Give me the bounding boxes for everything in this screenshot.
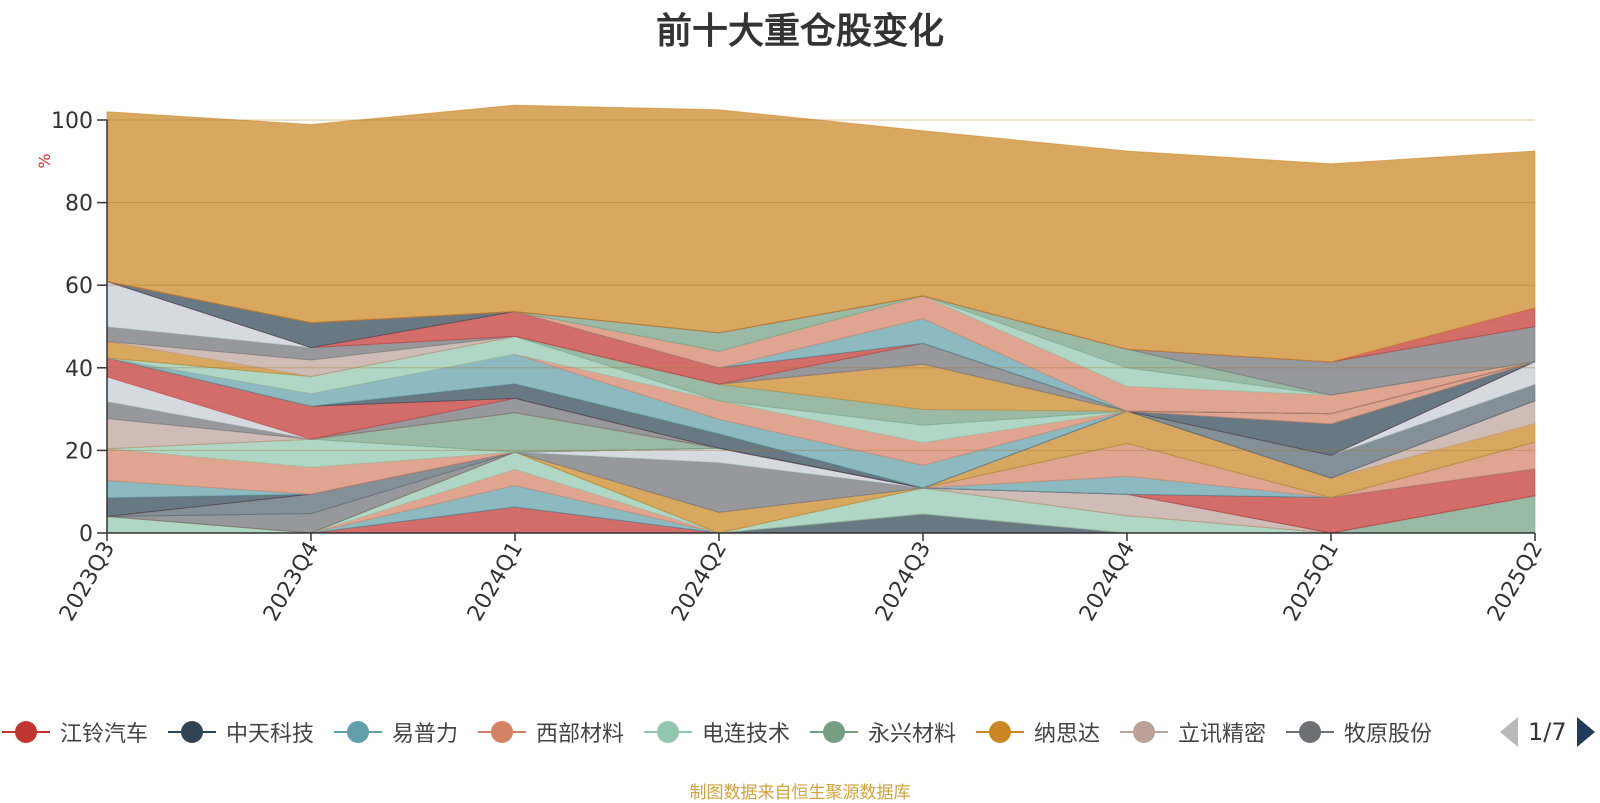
y-tick-label: 0: [79, 522, 93, 547]
legend-item-label: 西部材料: [536, 722, 625, 747]
legend-pager: 1/7: [1500, 712, 1595, 752]
x-tick-label: 2024Q2: [667, 538, 732, 626]
legend-item[interactable]: 电连技术: [642, 712, 790, 752]
x-tick-label: 2023Q3: [55, 538, 120, 626]
x-tick-label: 2024Q3: [871, 538, 936, 626]
legend-items: 江铃汽车 中天科技 易普力 西部材料 电连技术 永兴材料 纳思达 立讯精密 牧原股份: [0, 712, 1480, 752]
legend-item[interactable]: 江铃汽车: [0, 712, 148, 752]
legend-marker-icon: [2, 721, 50, 743]
stacked-area-chart: 0 20 40 60 80 100% 2023Q3 2023Q4 2024Q1 2024Q2 202…: [35, 104, 1548, 626]
legend-marker-icon: [168, 721, 216, 743]
legend-item-label: 江铃汽车: [60, 722, 149, 747]
y-tick-label: 80: [65, 192, 93, 217]
legend-item[interactable]: 立讯精密: [1118, 712, 1266, 752]
legend-marker-icon: [644, 721, 692, 743]
x-tick-label: 2024Q4: [1075, 538, 1140, 626]
legend-marker-icon: [810, 721, 858, 743]
y-tick-label: 60: [65, 274, 93, 299]
chart-title: 前十大重仓股变化: [655, 11, 944, 52]
legend-marker-icon: [334, 721, 382, 743]
data-source-note: 制图数据来自恒生聚源数据库: [689, 783, 911, 803]
legend-item[interactable]: 中天科技: [166, 712, 314, 752]
legend-item-label: 牧原股份: [1344, 722, 1433, 747]
legend-item[interactable]: 牧原股份: [1284, 712, 1432, 752]
area-series-42: [106, 104, 1536, 363]
y-axis-label: %: [35, 153, 54, 168]
legend-item-label: 永兴材料: [868, 722, 957, 747]
legend-marker-icon: [478, 721, 526, 743]
legend-item-label: 易普力: [392, 722, 459, 747]
legend-item-label: 电连技术: [702, 722, 791, 747]
legend-page-indicator: 1/7: [1528, 718, 1567, 746]
legend-item[interactable]: 西部材料: [476, 712, 624, 752]
legend-item-label: 纳思达: [1034, 722, 1101, 747]
y-tick-label: 20: [65, 439, 93, 464]
legend-item-label: 中天科技: [226, 722, 315, 747]
legend-prev-arrow-icon[interactable]: [1500, 717, 1518, 747]
x-tick-label: 2025Q2: [1483, 538, 1548, 626]
y-tick-label: 40: [65, 357, 93, 382]
legend-marker-icon: [1286, 721, 1334, 743]
legend: 江铃汽车 中天科技 易普力 西部材料 电连技术 永兴材料 纳思达 立讯精密 牧原股份 1/7: [0, 712, 1600, 752]
legend-item[interactable]: 易普力: [332, 712, 458, 752]
legend-marker-icon: [976, 721, 1024, 743]
legend-item[interactable]: 纳思达: [974, 712, 1100, 752]
y-tick-label: 100: [51, 109, 93, 134]
legend-item[interactable]: 永兴材料: [808, 712, 956, 752]
legend-item-label: 立讯精密: [1178, 722, 1267, 747]
legend-marker-icon: [1120, 721, 1168, 743]
legend-next-arrow-icon[interactable]: [1576, 717, 1595, 747]
x-tick-label: 2024Q1: [463, 538, 528, 626]
area-series-group: [106, 104, 1536, 534]
x-tick-label: 2025Q1: [1279, 538, 1344, 626]
x-tick-label: 2023Q4: [259, 538, 324, 626]
